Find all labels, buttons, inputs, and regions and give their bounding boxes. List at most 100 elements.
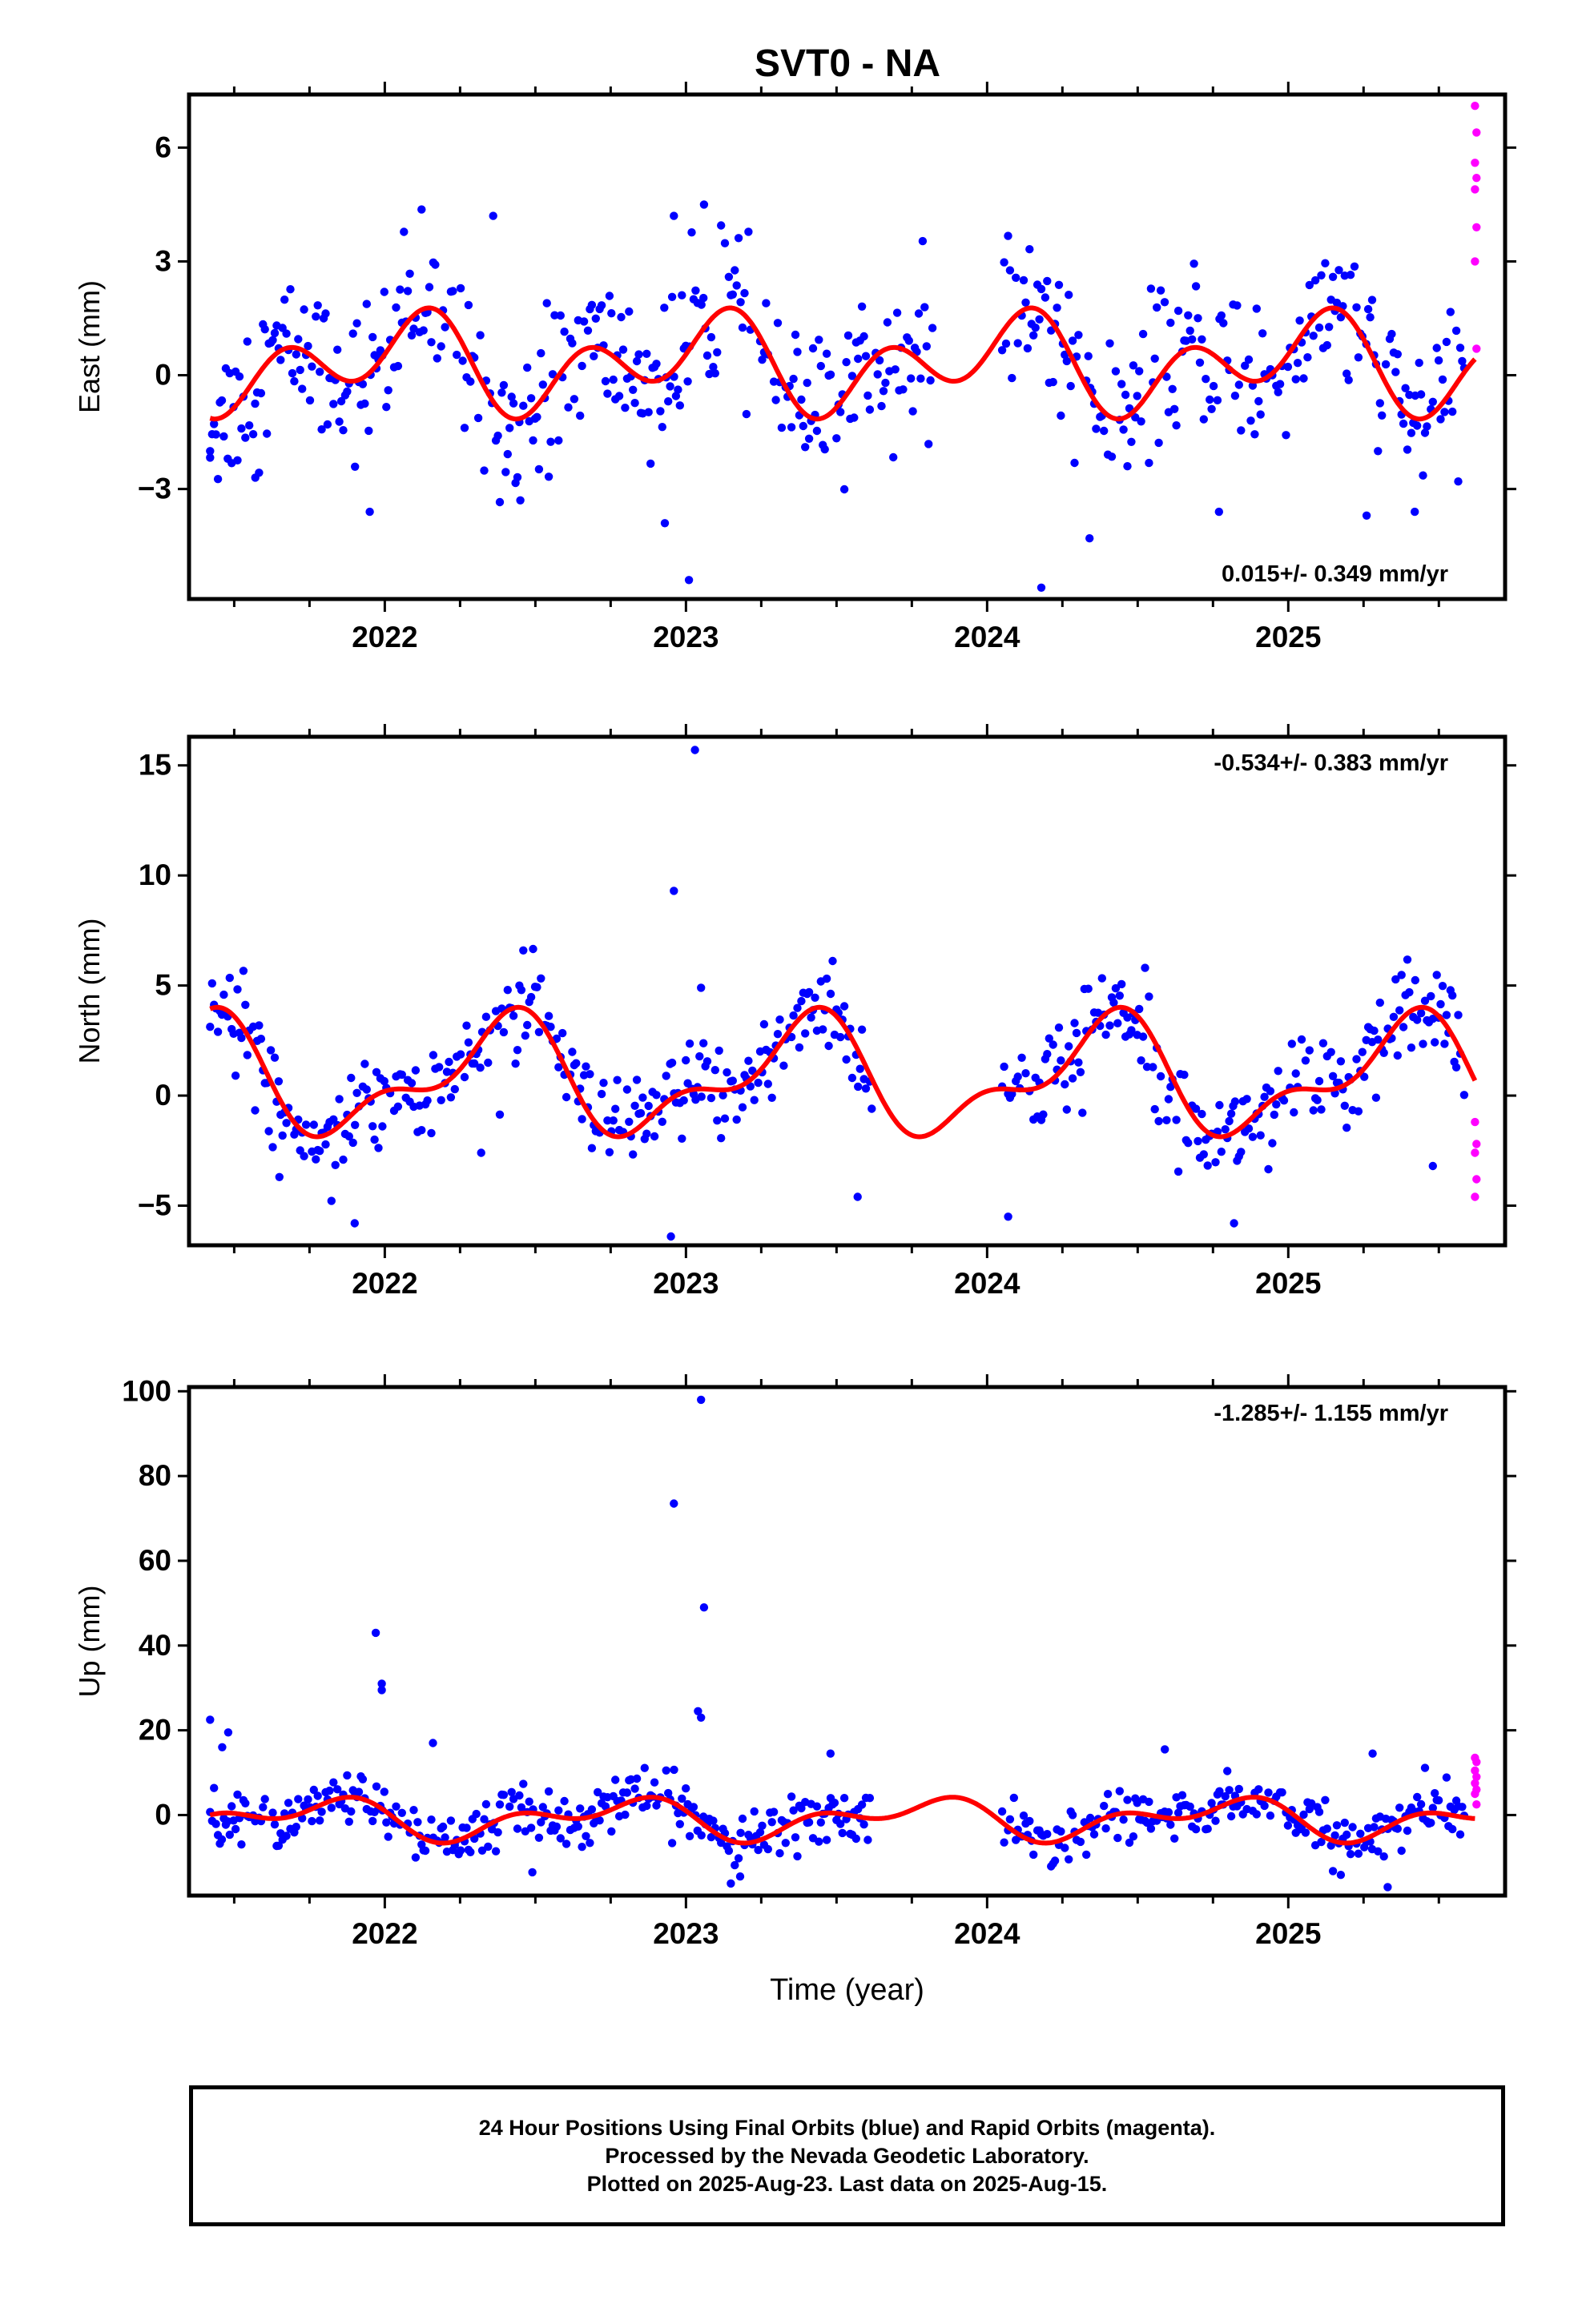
up-final-orbit-point: [227, 1802, 236, 1811]
up-final-orbit-point: [1043, 1830, 1052, 1839]
east-model-curve: [209, 305, 1477, 422]
east-final-orbit-point: [453, 350, 461, 360]
east-final-orbit-point: [787, 423, 796, 432]
north-final-orbit-point: [521, 1031, 529, 1040]
up-final-orbit-point: [1119, 1815, 1128, 1824]
east-final-orbit-point: [1275, 380, 1285, 388]
up-final-orbit-point: [491, 1847, 501, 1856]
up-final-orbit-point: [495, 1800, 505, 1809]
north-final-orbit-point: [1393, 1051, 1403, 1060]
east-final-orbit-point: [1381, 360, 1391, 369]
up-final-orbit-point: [1428, 1803, 1438, 1812]
north-final-orbit-point: [763, 1080, 772, 1088]
east-final-orbit-point: [629, 385, 638, 394]
east-final-orbit-point: [1378, 411, 1387, 420]
east-rapid-orbit-point: [1471, 257, 1479, 266]
north-final-orbit-point: [1297, 1035, 1306, 1044]
up-final-orbit-point: [1442, 1773, 1451, 1782]
north-final-orbit-point: [1428, 1161, 1438, 1171]
north-final-orbit-point: [309, 1120, 318, 1129]
north-final-orbit-point: [1097, 974, 1107, 983]
up-final-orbit-point: [1321, 1795, 1330, 1804]
up-final-orbit-point: [812, 1802, 822, 1811]
east-final-orbit-point: [740, 288, 749, 298]
north-final-orbit-point: [1395, 1006, 1404, 1015]
north-final-orbit-point: [1217, 1148, 1226, 1156]
north-final-orbit-point: [558, 1028, 567, 1038]
north-final-orbit-point: [1000, 1062, 1008, 1072]
east-final-orbit-point: [1458, 356, 1467, 366]
east-final-orbit-point: [1129, 361, 1138, 370]
up-final-orbit-point: [787, 1792, 796, 1801]
up-final-orbit-point: [1029, 1850, 1038, 1860]
north-final-orbit-point: [1264, 1164, 1273, 1174]
up-final-orbit-point: [1332, 1821, 1342, 1830]
east-final-orbit-point: [803, 378, 811, 388]
east-final-orbit-point: [720, 239, 730, 247]
up-final-orbit-point: [1234, 1784, 1244, 1794]
east-final-orbit-point: [1145, 458, 1153, 468]
east-final-orbit-point: [687, 228, 696, 237]
up-final-orbit-point: [515, 1791, 524, 1800]
east-final-orbit-point: [505, 424, 514, 432]
east-final-orbit-point: [235, 372, 244, 381]
east-final-orbit-point: [219, 432, 228, 441]
east-final-orbit-point: [464, 300, 473, 310]
up-final-orbit-point: [727, 1879, 735, 1888]
north-final-orbit-point: [603, 1116, 612, 1125]
east-final-orbit-point: [1256, 410, 1265, 419]
east-final-orbit-point: [914, 309, 924, 318]
north-final-orbit-point: [300, 1152, 308, 1160]
north-final-orbit-point: [1021, 1069, 1030, 1078]
east-final-orbit-point: [907, 374, 916, 383]
east-final-orbit-point: [1321, 259, 1330, 267]
north-final-orbit-point: [1459, 1091, 1469, 1100]
north-final-orbit-point: [476, 1063, 485, 1072]
east-final-orbit-point: [360, 399, 369, 408]
east-final-orbit-point: [237, 424, 246, 433]
north-final-orbit-point: [544, 1011, 553, 1020]
east-final-orbit-point: [1198, 335, 1206, 344]
up-final-orbit-point: [411, 1853, 421, 1862]
north-final-orbit-point: [378, 1122, 387, 1131]
up-final-orbit-point: [769, 1807, 779, 1816]
north-final-orbit-point: [1074, 1058, 1083, 1067]
north-final-orbit-point: [1141, 963, 1149, 972]
up-x-tick-label: 2022: [352, 1917, 417, 1950]
up-plot-frame: [187, 1385, 1508, 1898]
north-final-orbit-point: [1354, 1107, 1363, 1116]
up-final-orbit-point: [822, 1835, 831, 1844]
up-final-orbit-point: [632, 1774, 642, 1783]
north-final-orbit-point: [241, 1000, 250, 1010]
east-final-orbit-point: [762, 299, 771, 308]
east-final-orbit-point: [256, 388, 266, 398]
north-final-orbit-point: [344, 1132, 353, 1141]
up-final-orbit-point: [292, 1823, 300, 1831]
up-x-tick-label: 2025: [1255, 1917, 1321, 1950]
north-final-orbit-point: [348, 1138, 357, 1148]
east-final-orbit-point: [554, 436, 563, 445]
east-final-orbit-point: [1314, 323, 1324, 332]
east-final-orbit-point: [507, 392, 516, 401]
north-final-orbit-point: [1448, 991, 1457, 1000]
footer-line-dates: Plotted on 2025-Aug-23. Last data on 202…: [586, 2171, 1108, 2196]
north-final-orbit-point: [429, 1051, 438, 1059]
north-final-orbit-point: [268, 1143, 277, 1152]
east-final-orbit-point: [523, 363, 532, 372]
east-final-orbit-point: [458, 356, 467, 365]
north-final-orbit-point: [464, 1038, 473, 1047]
east-panel: −3 0 3 6 2022 2023 2024 2025 East (mm) 0.015+/- 0…: [73, 82, 1516, 653]
north-final-orbit-point: [738, 1103, 747, 1112]
east-final-orbit-point: [1451, 326, 1461, 336]
east-final-orbit-point: [625, 307, 634, 316]
east-final-orbit-point: [1274, 388, 1282, 396]
east-final-orbit-point: [1001, 339, 1011, 348]
north-final-orbit-point: [622, 1085, 632, 1094]
north-final-orbit-point: [717, 1134, 726, 1143]
north-final-orbit-point: [1272, 1100, 1281, 1109]
north-final-orbit-point: [697, 983, 706, 992]
up-final-orbit-point: [709, 1816, 718, 1825]
north-final-orbit-point: [1138, 1032, 1148, 1041]
north-final-orbit-point: [855, 1064, 864, 1073]
up-final-orbit-point: [427, 1815, 436, 1824]
